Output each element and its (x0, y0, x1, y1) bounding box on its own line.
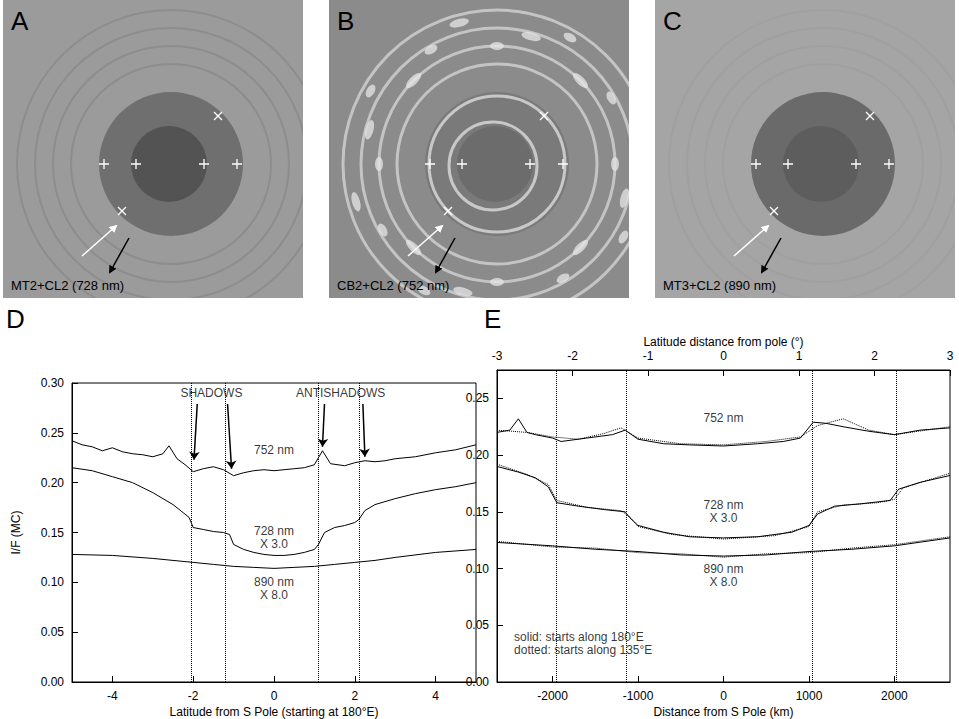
svg-text:Distance from S Pole (km): Distance from S Pole (km) (653, 705, 793, 719)
svg-text:Latitude distance from pole (°: Latitude distance from pole (°) (643, 335, 803, 349)
svg-text:0.05: 0.05 (41, 625, 65, 639)
svg-text:A: A (11, 6, 29, 36)
svg-text:CB2+CL2 (752 nm): CB2+CL2 (752 nm) (337, 278, 449, 293)
svg-text:-2000: -2000 (537, 689, 568, 703)
svg-text:3: 3 (947, 349, 954, 363)
svg-text:890 nm: 890 nm (703, 562, 743, 576)
svg-text:2: 2 (871, 349, 878, 363)
svg-text:0.15: 0.15 (466, 505, 490, 519)
svg-text:890 nm: 890 nm (254, 575, 294, 589)
svg-text:0.20: 0.20 (41, 476, 65, 490)
svg-text:1000: 1000 (796, 689, 823, 703)
svg-text:0.30: 0.30 (41, 376, 65, 390)
svg-text:SHADOWS: SHADOWS (180, 386, 242, 400)
svg-text:2000: 2000 (881, 689, 908, 703)
svg-text:0.25: 0.25 (466, 391, 490, 405)
svg-text:728 nm: 728 nm (703, 498, 743, 512)
svg-text:-1: -1 (643, 349, 654, 363)
svg-text:-3: -3 (492, 349, 503, 363)
svg-text:MT3+CL2 (890 nm): MT3+CL2 (890 nm) (663, 278, 776, 293)
svg-text:ANTISHADOWS: ANTISHADOWS (296, 386, 385, 400)
svg-text:0.00: 0.00 (41, 675, 65, 689)
svg-text:728 nm: 728 nm (254, 524, 294, 538)
svg-text:C: C (663, 6, 682, 36)
svg-text:X 8.0: X 8.0 (709, 575, 737, 589)
svg-text:dotted: starts along 135°E: dotted: starts along 135°E (514, 643, 652, 657)
svg-text:0: 0 (720, 689, 727, 703)
svg-text:0: 0 (271, 689, 278, 703)
svg-text:MT2+CL2 (728 nm): MT2+CL2 (728 nm) (11, 278, 124, 293)
svg-text:-2: -2 (567, 349, 578, 363)
svg-text:X 3.0: X 3.0 (260, 537, 288, 551)
svg-text:solid: starts along 180°E: solid: starts along 180°E (514, 630, 644, 644)
svg-text:2: 2 (351, 689, 358, 703)
svg-text:0.10: 0.10 (41, 575, 65, 589)
svg-text:0.00: 0.00 (466, 675, 490, 689)
svg-text:X 3.0: X 3.0 (709, 511, 737, 525)
svg-text:752 nm: 752 nm (254, 443, 294, 457)
svg-text:752 nm: 752 nm (703, 411, 743, 425)
svg-text:0.25: 0.25 (41, 426, 65, 440)
svg-text:X 8.0: X 8.0 (260, 588, 288, 602)
svg-text:0.15: 0.15 (41, 526, 65, 540)
svg-text:0.10: 0.10 (466, 562, 490, 576)
svg-text:Latitude from S Pole (starting: Latitude from S Pole (starting at 180°E) (170, 705, 379, 719)
svg-text:D: D (6, 304, 25, 334)
svg-text:I/F (MC): I/F (MC) (9, 511, 23, 555)
svg-text:0.20: 0.20 (466, 448, 490, 462)
svg-text:-1000: -1000 (623, 689, 654, 703)
svg-text:-2: -2 (188, 689, 199, 703)
svg-text:B: B (337, 6, 354, 36)
svg-text:1: 1 (796, 349, 803, 363)
svg-text:E: E (484, 304, 501, 334)
svg-text:-4: -4 (107, 689, 118, 703)
svg-text:0.05: 0.05 (466, 618, 490, 632)
svg-text:4: 4 (432, 689, 439, 703)
svg-text:0: 0 (720, 349, 727, 363)
